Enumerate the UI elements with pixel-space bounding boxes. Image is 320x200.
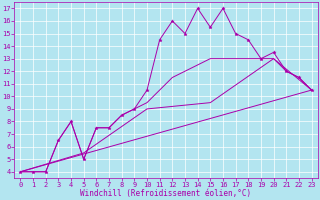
X-axis label: Windchill (Refroidissement éolien,°C): Windchill (Refroidissement éolien,°C) xyxy=(80,189,252,198)
